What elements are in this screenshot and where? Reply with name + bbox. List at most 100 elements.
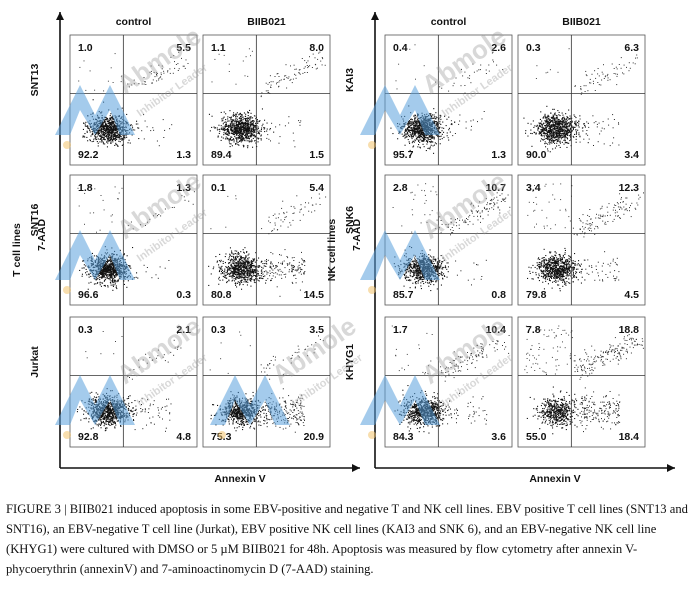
quadrant-upper-right: 5.5 xyxy=(176,42,191,54)
quadrant-upper-right: 12.3 xyxy=(619,182,640,194)
watermark-dot-icon xyxy=(63,141,71,149)
quadrant-upper-left: 2.8 xyxy=(393,182,408,194)
quadrant-lower-right: 3.4 xyxy=(624,149,639,161)
scatter-plot-khyg1-biib021: 7.8 18.8 55.0 18.4 xyxy=(517,316,646,448)
watermark-dot-icon xyxy=(368,286,376,294)
panel-nk-cells: Annexin V NK cell lines 7-AAD control BIIB02… xyxy=(326,12,675,485)
quadrant-upper-left: 0.3 xyxy=(78,324,93,336)
quadrant-upper-right: 2.1 xyxy=(176,324,191,336)
y-axis-arrow xyxy=(371,12,379,20)
scatter-plot-snt16-control: 1.8 1.3 96.6 0.3 xyxy=(69,174,198,306)
quadrant-lower-right: 3.6 xyxy=(491,431,506,443)
quadrant-upper-left: 1.8 xyxy=(78,182,93,194)
scatter-plot-kai3-biib021: 0.3 6.3 90.0 3.4 xyxy=(517,34,646,166)
plot-frame xyxy=(384,174,513,306)
plot-frame xyxy=(517,34,646,166)
watermark-chevron-icon xyxy=(360,230,440,280)
quadrant-upper-right: 10.4 xyxy=(486,324,507,336)
cell-line-label-snk6: SNK6 xyxy=(344,206,356,234)
quadrant-lower-left: 89.4 xyxy=(211,149,232,161)
plot-frame xyxy=(517,316,646,448)
y-axis-label-stain: 7-AAD xyxy=(351,219,363,252)
quadrant-upper-left: 1.1 xyxy=(211,42,226,54)
figure-caption: FIGURE 3 | BIIB021 induced apoptosis in … xyxy=(6,502,688,576)
watermark-chevron-icon xyxy=(55,230,135,280)
quadrant-upper-left: 1.7 xyxy=(393,324,408,336)
quadrant-lower-right: 4.8 xyxy=(176,431,191,443)
quadrant-upper-right: 3.5 xyxy=(309,324,324,336)
watermark-chevron-icon xyxy=(55,375,135,425)
cell-line-label-kai3: KAI3 xyxy=(344,68,356,92)
quadrant-lower-right: 4.5 xyxy=(624,289,639,301)
quadrant-lower-left: 79.8 xyxy=(526,289,547,301)
quadrant-lower-left: 55.0 xyxy=(526,431,547,443)
watermark-dot-icon xyxy=(63,286,71,294)
quadrant-lower-left: 96.6 xyxy=(78,289,99,301)
scatter-plot-snk6-control: 2.8 10.7 85.7 0.8 xyxy=(384,174,513,306)
column-header-biib021: BIIB021 xyxy=(247,16,286,28)
quadrant-upper-left: 0.3 xyxy=(526,42,541,54)
scatter-plot-snk6-biib021: 3.4 12.3 79.8 4.5 xyxy=(517,174,646,306)
quadrant-lower-left: 80.8 xyxy=(211,289,232,301)
plot-frame xyxy=(202,174,331,306)
x-axis-label: Annexin V xyxy=(214,473,265,485)
quadrant-upper-right: 10.7 xyxy=(486,182,507,194)
watermark-chevron-icon xyxy=(210,375,290,425)
quadrant-upper-right: 5.4 xyxy=(309,182,324,194)
quadrant-upper-right: 2.6 xyxy=(491,42,506,54)
cell-line-label-khyg1: KHYG1 xyxy=(344,344,356,380)
quadrant-upper-left: 3.4 xyxy=(526,182,541,194)
quadrant-lower-right: 1.3 xyxy=(491,149,506,161)
quadrant-upper-right: 8.0 xyxy=(309,42,324,54)
quadrant-lower-left: 92.2 xyxy=(78,149,99,161)
y-axis-label-stain: 7-AAD xyxy=(36,219,48,252)
watermark-dot-icon xyxy=(368,141,376,149)
scatter-plot-snt13-biib021: 1.1 8.0 89.4 1.5 xyxy=(202,34,331,166)
flow-cytometry-figure: Annexin V T cell lines 7-AAD control BIIB021… xyxy=(11,12,675,485)
column-header-control: control xyxy=(116,16,152,28)
quadrant-lower-right: 20.9 xyxy=(304,431,325,443)
scatter-plot-snt16-biib021: 0.1 5.4 80.8 14.5 xyxy=(202,174,331,306)
quadrant-lower-right: 1.5 xyxy=(309,149,324,161)
y-axis-label-group: T cell lines xyxy=(11,223,23,277)
column-header-control: control xyxy=(431,16,467,28)
watermark-chevron-icon xyxy=(55,85,135,135)
watermark-dot-icon xyxy=(368,431,376,439)
quadrant-lower-left: 95.7 xyxy=(393,149,414,161)
quadrant-lower-left: 85.7 xyxy=(393,289,414,301)
watermark-chevron-icon xyxy=(360,85,440,135)
plot-frame xyxy=(384,316,513,448)
scatter-plot-khyg1-control: 1.7 10.4 84.3 3.6 xyxy=(384,316,513,448)
quadrant-lower-right: 1.3 xyxy=(176,149,191,161)
x-axis-arrow xyxy=(352,464,360,472)
quadrant-lower-left: 90.0 xyxy=(526,149,547,161)
y-axis-arrow xyxy=(56,12,64,20)
cell-line-label-snt16: SNT16 xyxy=(29,204,41,237)
cell-line-label-snt13: SNT13 xyxy=(29,64,41,97)
quadrant-upper-left: 0.3 xyxy=(211,324,226,336)
quadrant-lower-right: 18.4 xyxy=(619,431,640,443)
x-axis-label: Annexin V xyxy=(529,473,580,485)
quadrant-upper-right: 1.3 xyxy=(176,182,191,194)
watermark-dot-icon xyxy=(63,431,71,439)
scatter-plot-kai3-control: 0.4 2.6 95.7 1.3 xyxy=(384,34,513,166)
x-axis-arrow xyxy=(667,464,675,472)
y-axis-label-group: NK cell lines xyxy=(326,219,338,282)
quadrant-lower-right: 0.3 xyxy=(176,289,191,301)
quadrant-upper-left: 7.8 xyxy=(526,324,541,336)
quadrant-lower-right: 14.5 xyxy=(304,289,325,301)
watermark-chevron-icon xyxy=(360,375,440,425)
watermark-dot-icon xyxy=(218,431,226,439)
quadrant-upper-right: 18.8 xyxy=(619,324,640,336)
quadrant-lower-left: 84.3 xyxy=(393,431,414,443)
plot-frame xyxy=(69,174,198,306)
plot-frame xyxy=(202,34,331,166)
quadrant-lower-right: 0.8 xyxy=(491,289,506,301)
quadrant-upper-left: 1.0 xyxy=(78,42,93,54)
plot-frame xyxy=(69,34,198,166)
quadrant-upper-left: 0.1 xyxy=(211,182,226,194)
plot-frame xyxy=(69,316,198,448)
quadrant-upper-right: 6.3 xyxy=(624,42,639,54)
cell-line-label-jurkat: Jurkat xyxy=(29,346,41,378)
plot-frame xyxy=(517,174,646,306)
